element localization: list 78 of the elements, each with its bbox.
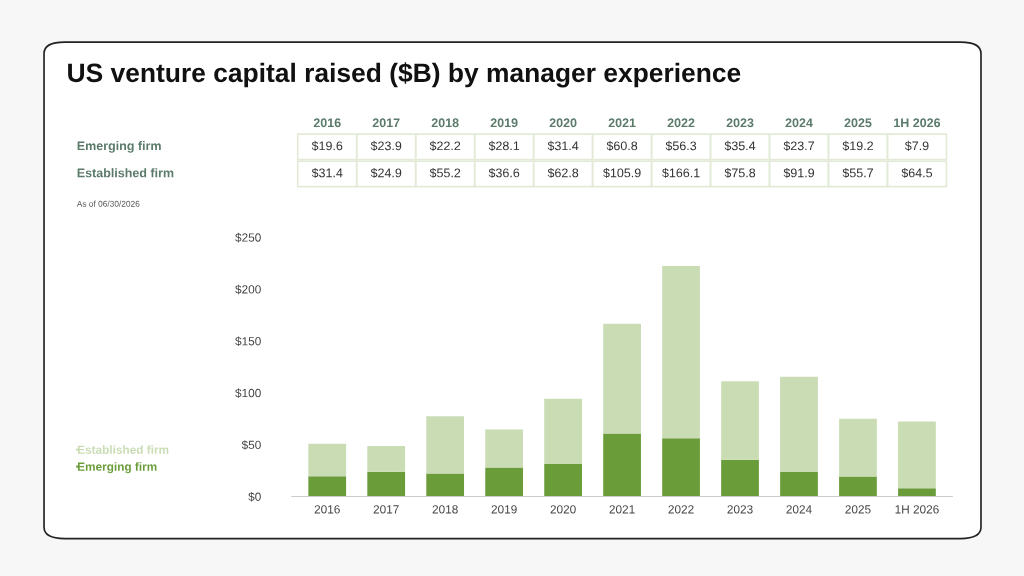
bar: [898, 488, 936, 497]
data-label: $19.6: [311, 140, 343, 151]
y-tick-label: $250: [235, 232, 261, 243]
x-tick-label: 2017: [373, 505, 399, 514]
data-label: $75.8: [724, 167, 756, 179]
data-label: $28.1: [488, 140, 520, 151]
bar: [839, 418, 877, 477]
bar: [662, 265, 700, 439]
data-label: $55.2: [429, 167, 461, 179]
category-label: 1H 2026: [894, 118, 941, 128]
y-tick-label: $150: [235, 336, 261, 347]
y-tick-label: $100: [235, 388, 261, 398]
bar: [367, 445, 406, 472]
bar: [662, 438, 700, 497]
data-label: $23.7: [783, 140, 815, 151]
x-tick-label: 2025: [845, 505, 871, 514]
bar: [308, 443, 347, 477]
x-tick-label: 2021: [609, 505, 635, 514]
y-tick-label: $0: [248, 492, 261, 502]
bar: [485, 429, 524, 468]
bar: [898, 421, 936, 489]
data-label: $105.9: [603, 167, 641, 179]
data-label: $56.3: [665, 140, 697, 151]
category-label: 2022: [667, 118, 695, 128]
data-label: $7.9: [904, 140, 929, 151]
bar: [603, 433, 641, 497]
data-label: $35.4: [724, 140, 756, 151]
data-label: $36.6: [488, 167, 520, 179]
data-label: $31.4: [311, 167, 343, 179]
y-tick-label: $200: [235, 284, 261, 295]
data-label: $166.1: [662, 167, 700, 179]
x-tick-label: 2019: [491, 505, 517, 514]
category-label: 2024: [785, 118, 813, 128]
category-label: 2020: [549, 118, 577, 128]
x-tick-label: 2024: [786, 505, 812, 514]
x-tick-label: 2023: [727, 505, 753, 514]
data-label: $23.9: [370, 140, 402, 151]
y-tick-label: $50: [241, 440, 261, 450]
bar: [721, 381, 759, 460]
bar: [780, 471, 818, 497]
category-label: 2019: [490, 118, 518, 128]
bar: [780, 376, 818, 472]
bar: [426, 473, 465, 497]
data-label: $19.2: [842, 140, 873, 151]
data-label: $55.7: [842, 167, 873, 179]
data-label: $60.8: [606, 140, 638, 151]
data-label: $64.5: [901, 167, 933, 179]
chart-title: US venture capital raised ($B) by manager experience: [68, 62, 741, 88]
text: As of 06/30/2026: [76, 200, 140, 207]
bar: [367, 471, 406, 497]
category-label: 2016: [313, 118, 341, 128]
category-label: 2018: [431, 118, 459, 128]
category-label: 2021: [608, 118, 636, 128]
data-label: $31.4: [547, 140, 579, 151]
legend-label: Established firm: [77, 445, 169, 454]
data-label: $22.2: [429, 140, 461, 151]
bar: [485, 467, 524, 497]
data-label: $62.8: [547, 167, 579, 179]
category-label: 2017: [372, 118, 400, 128]
x-tick-label: 2016: [314, 505, 340, 514]
bar: [426, 416, 465, 474]
x-tick-label: 2022: [668, 505, 694, 514]
data-label: $91.9: [783, 167, 815, 179]
bar: [544, 463, 582, 497]
bar: [603, 323, 641, 434]
x-tick-label: 2018: [432, 505, 458, 514]
x-tick-label: 1H 2026: [895, 505, 939, 514]
text: Emerging firm: [77, 141, 161, 153]
text: Established firm: [77, 168, 174, 178]
bar: [544, 398, 582, 464]
bar: [721, 459, 759, 497]
category-label: 2023: [726, 118, 754, 128]
bar: [308, 476, 347, 497]
category-label: 2025: [844, 118, 872, 128]
legend-label: Emerging firm: [77, 462, 157, 474]
x-tick-label: 2020: [550, 505, 576, 514]
bar: [839, 476, 877, 497]
data-label: $24.9: [370, 167, 402, 179]
